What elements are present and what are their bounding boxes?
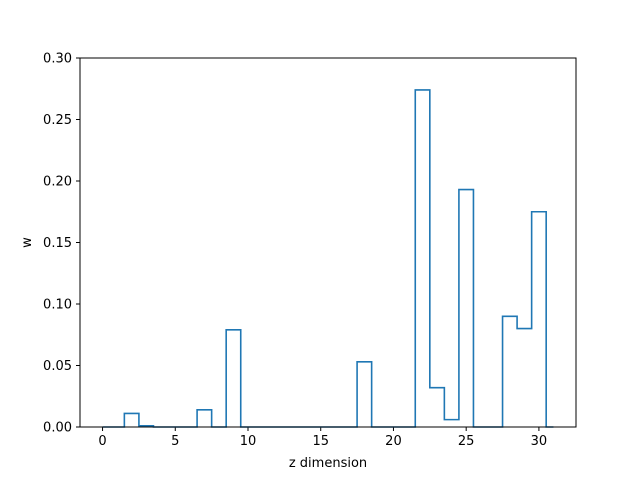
plot-frame: [79, 57, 577, 428]
x-tick-label: 25: [458, 434, 475, 449]
y-tick-label: 0.10: [43, 298, 72, 313]
series-step-line: [102, 89, 554, 428]
y-tick-label: 0.00: [43, 421, 72, 436]
y-tick-label: 0.30: [43, 52, 72, 67]
y-tick-label: 0.15: [43, 236, 72, 251]
ticks-layer: 0 5 10 15 20 25 30 0.00 0.05 0.10 0.15 0.20 0.25 0.30: [43, 52, 547, 450]
y-tick-label: 0.05: [43, 359, 72, 374]
y-tick-label: 0.20: [43, 175, 72, 190]
x-tick-label: 20: [385, 434, 402, 449]
y-tick-label: 0.25: [43, 113, 72, 128]
x-tick-label: 15: [312, 434, 329, 449]
x-tick-label: 10: [240, 434, 257, 449]
x-axis-label: z dimension: [289, 456, 367, 471]
x-tick-label: 5: [171, 434, 179, 449]
x-tick-label: 0: [98, 434, 106, 449]
y-axis-label: w: [20, 237, 35, 248]
x-tick-label: 30: [531, 434, 548, 449]
